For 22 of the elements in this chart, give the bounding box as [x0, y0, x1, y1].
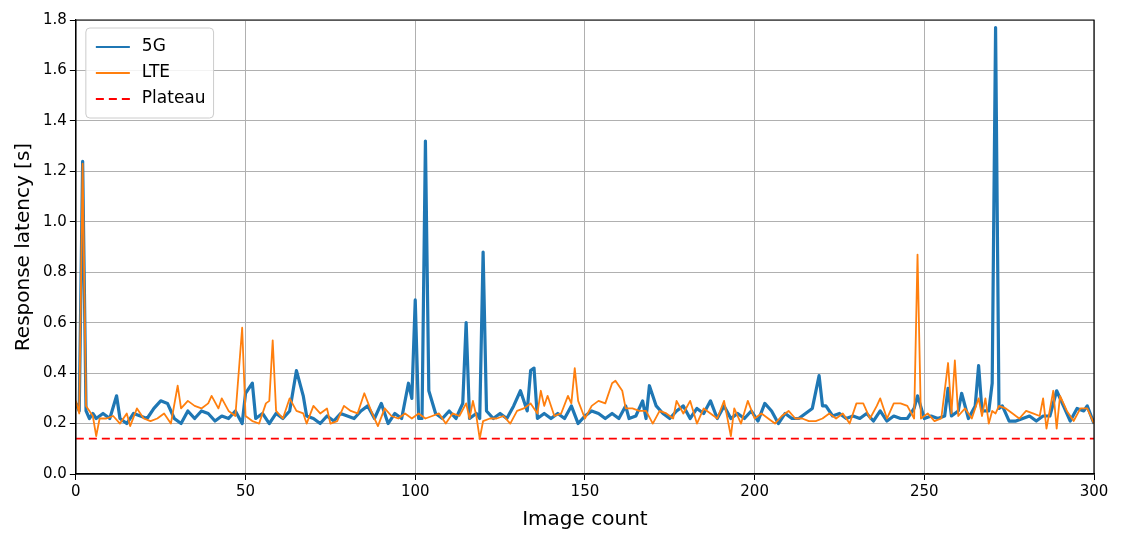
x-tick-label: 50	[236, 481, 256, 500]
y-tick-label: 1.6	[43, 60, 67, 79]
x-tick-label: 150	[570, 481, 600, 500]
x-tick-label: 0	[71, 481, 81, 500]
y-axis-title: Response latency [s]	[10, 142, 35, 352]
y-tick-label: 0.6	[43, 312, 67, 331]
y-tick-label: 1.2	[43, 161, 67, 180]
legend-label: 5G	[141, 35, 166, 56]
y-tick-label: 1.0	[43, 211, 67, 230]
y-tick-label: 0.8	[43, 262, 67, 281]
legend-label: Plateau	[141, 87, 206, 108]
x-axis-title: Image count	[522, 506, 648, 531]
x-tick-label: 250	[909, 481, 939, 500]
legend-label: LTE	[141, 61, 171, 82]
y-tick-label: 0.2	[43, 413, 67, 432]
y-tick-label: 1.4	[43, 110, 67, 129]
y-tick-label: 0.0	[43, 463, 67, 482]
y-tick-label: 1.8	[43, 9, 67, 28]
x-tick-label: 300	[1079, 481, 1109, 500]
x-tick-label: 100	[400, 481, 430, 500]
y-tick-label: 0.4	[43, 363, 67, 381]
x-tick-label: 200	[740, 481, 769, 500]
